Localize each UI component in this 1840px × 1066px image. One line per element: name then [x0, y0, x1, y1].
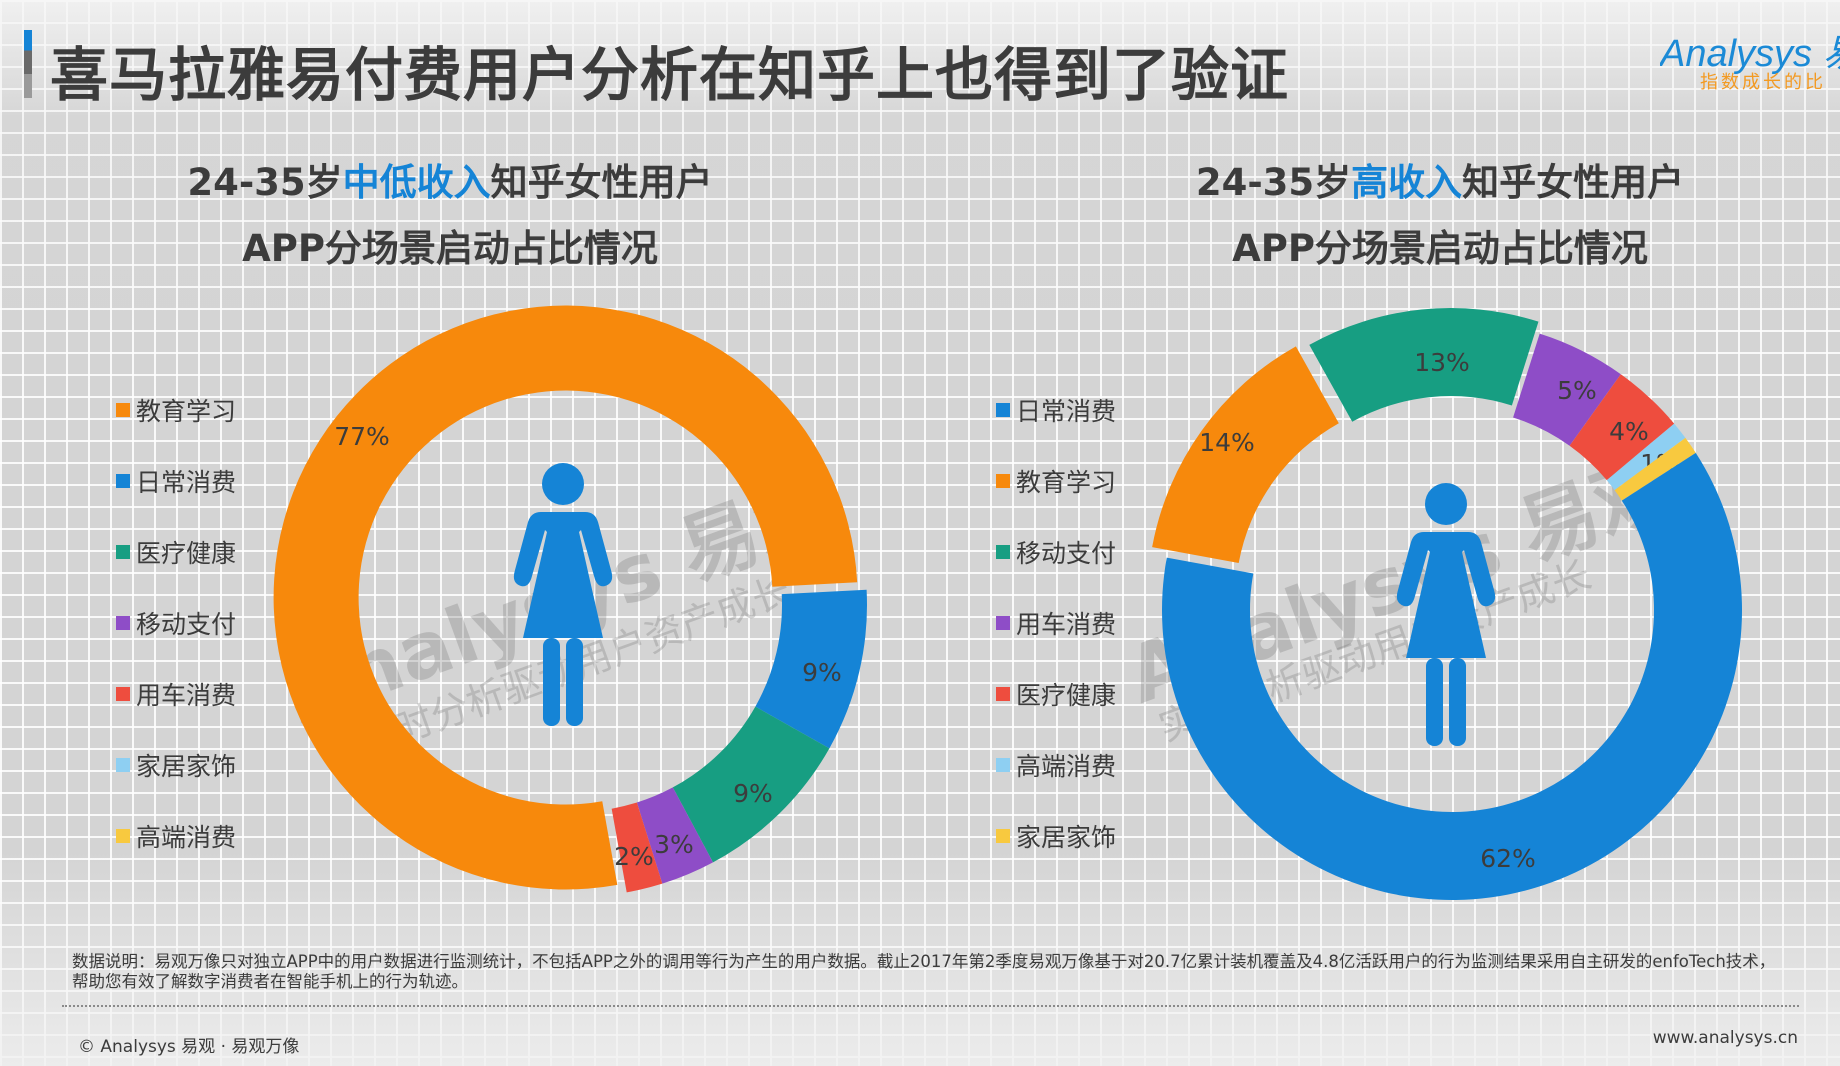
female-person-icon	[513, 463, 613, 726]
title-suffix: 知乎女性用户	[490, 161, 713, 204]
right-donut-chart: 1%1%62%14%13%5%4%	[1152, 308, 1742, 900]
legend-swatch	[116, 687, 130, 701]
right-chart-title: 24-35岁高收入知乎女性用户 APP分场景启动占比情况	[1130, 150, 1750, 282]
left-donut-chart: 9% 9% 3%2% 77%	[273, 305, 867, 893]
legend-item: 日常消费	[996, 392, 1116, 428]
legend-item: 移动支付	[116, 605, 236, 641]
donut-segment	[611, 802, 663, 893]
copyright-text: © Analysys 易观 · 易观万像	[78, 1037, 300, 1057]
analysys-logo: Analysys 易 指数成长的比	[1660, 18, 1840, 98]
page-title: 喜马拉雅易付费用户分析在知乎上也得到了验证	[50, 41, 1290, 109]
percentage-label: 9%	[733, 779, 773, 808]
legend-item: 医疗健康	[996, 676, 1116, 712]
donut-segment	[755, 589, 867, 749]
legend-swatch	[996, 474, 1010, 488]
legend-swatch	[116, 829, 130, 843]
legend-label: 用车消费	[1016, 610, 1117, 639]
percentage-label: 2%	[614, 842, 654, 871]
percentage-label: 4%	[1609, 417, 1649, 446]
legend-item: 教育学习	[996, 463, 1116, 499]
legend-label: 高端消费	[1016, 752, 1117, 781]
percentage-label: 3%	[654, 830, 694, 859]
legend-label: 家居家饰	[136, 752, 237, 781]
legend-swatch	[996, 687, 1010, 701]
percentage-label: 62%	[1480, 844, 1536, 873]
legend-swatch	[996, 403, 1010, 417]
percentage-label: 77%	[334, 422, 390, 451]
donut-segment	[636, 787, 713, 884]
data-footnote: 数据说明：易观万像只对独立APP中的用户数据进行监测统计，不包括APP之外的调用…	[72, 952, 1776, 991]
legend-swatch	[996, 545, 1010, 559]
left-chart-title: 24-35岁中低收入知乎女性用户 APP分场景启动占比情况	[140, 150, 760, 282]
legend-swatch	[116, 616, 130, 630]
title-prefix: 24-35岁	[187, 161, 343, 204]
legend-item: 高端消费	[996, 747, 1116, 783]
logo-tagline: 指数成长的比	[1700, 72, 1826, 93]
legend-swatch	[116, 474, 130, 488]
legend-label: 教育学习	[1016, 468, 1117, 497]
donut-segment	[1614, 437, 1696, 501]
legend-label: 日常消费	[1016, 397, 1117, 426]
legend-label: 用车消费	[136, 681, 237, 710]
legend-item: 高端消费	[116, 818, 236, 854]
left-chart-title-line1: 24-35岁中低收入知乎女性用户	[140, 150, 760, 216]
legend-item: 家居家饰	[996, 818, 1116, 854]
donut-segment	[1162, 452, 1742, 900]
legend-item: 日常消费	[116, 463, 236, 499]
legend-swatch	[116, 758, 130, 772]
legend-label: 教育学习	[136, 397, 237, 426]
donut-segment	[1606, 423, 1686, 491]
title-highlight: 中低收入	[342, 161, 491, 204]
donut-segment	[1569, 374, 1675, 481]
website-link[interactable]: www.analysys.cn	[1652, 1028, 1798, 1048]
legend-item: 用车消费	[996, 605, 1116, 641]
legend-item: 家居家饰	[116, 747, 236, 783]
donut-segment	[672, 706, 830, 863]
legend-item: 医疗健康	[116, 534, 236, 570]
legend-item: 用车消费	[116, 676, 236, 712]
footer-divider	[62, 1005, 1799, 1007]
title-prefix: 24-35岁	[1195, 161, 1352, 204]
right-chart-title-line2: APP分场景启动占比情况	[1232, 227, 1648, 270]
donut-segment	[1513, 333, 1621, 446]
legend-item: 教育学习	[116, 392, 236, 428]
legend-swatch	[116, 403, 130, 417]
legend-label: 移动支付	[1016, 539, 1117, 568]
donut-segment	[1309, 308, 1539, 422]
percentage-label: 14%	[1199, 428, 1255, 457]
legend-label: 移动支付	[136, 610, 237, 639]
legend-swatch	[116, 545, 130, 559]
right-chart-title-line1: 24-35岁高收入知乎女性用户	[1130, 150, 1750, 216]
legend-label: 高端消费	[136, 823, 237, 852]
title-accent-bar	[24, 30, 32, 98]
left-chart-title-line2: APP分场景启动占比情况	[242, 227, 658, 270]
legend-label: 家居家饰	[1016, 823, 1117, 852]
legend-label: 医疗健康	[136, 539, 237, 568]
female-person-icon	[1396, 483, 1496, 746]
legend-swatch	[996, 758, 1010, 772]
legend-swatch	[996, 616, 1010, 630]
percentage-label: 13%	[1414, 348, 1470, 377]
percentage-label: 9%	[802, 658, 842, 687]
donut-segment	[1152, 346, 1339, 564]
title-suffix: 知乎女性用户	[1462, 161, 1685, 204]
legend-label: 医疗健康	[1016, 681, 1117, 710]
legend-label: 日常消费	[136, 468, 237, 497]
logo-text: Analysys 易	[1660, 33, 1840, 75]
legend-swatch	[996, 829, 1010, 843]
title-highlight: 高收入	[1351, 161, 1463, 204]
legend-item: 移动支付	[996, 534, 1116, 570]
percentage-label: 5%	[1557, 376, 1597, 405]
